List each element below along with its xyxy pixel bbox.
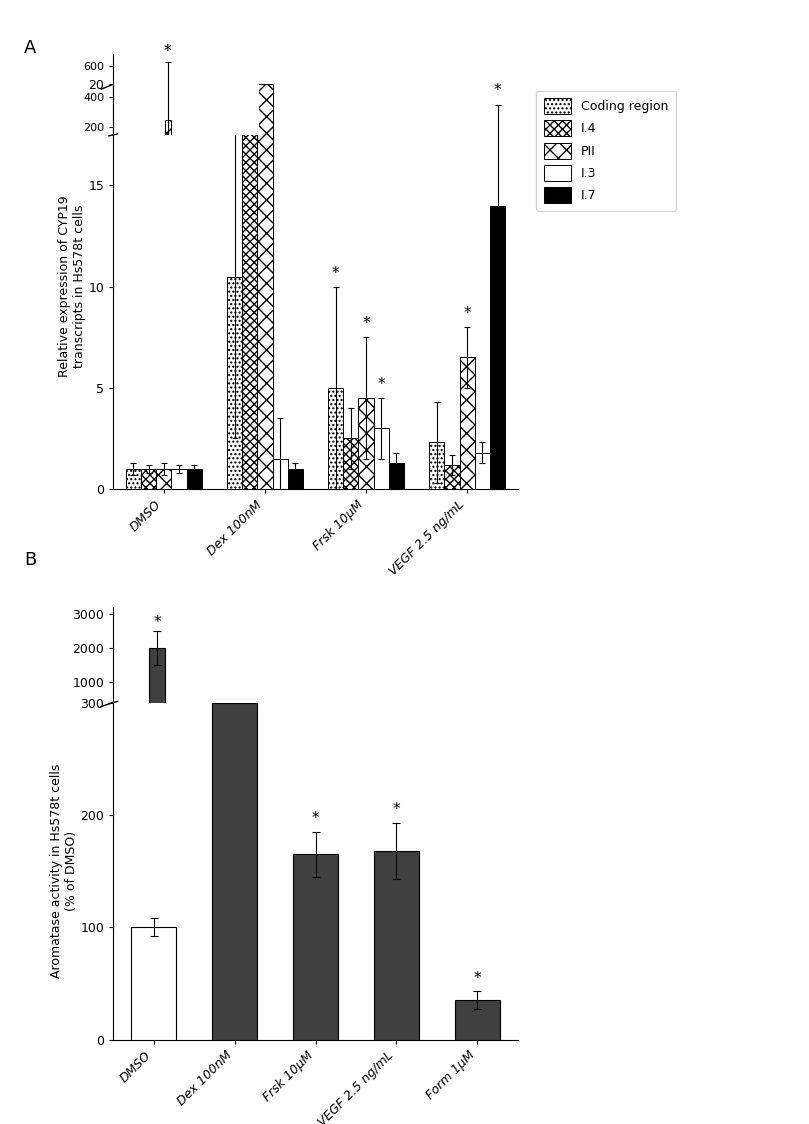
Bar (187, 469, 201, 489)
Text: *: * (378, 377, 385, 392)
Bar (358, 398, 374, 489)
Bar (374, 851, 419, 1040)
Text: *: * (332, 265, 340, 281)
Bar (430, 443, 444, 489)
Bar (328, 388, 343, 489)
Legend: Coding region, I.4, PII, I.3, I.7: Coding region, I.4, PII, I.3, I.7 (536, 91, 676, 211)
Text: *: * (246, 63, 253, 79)
Bar (172, 469, 187, 489)
Text: *: * (153, 615, 161, 629)
Text: A: A (24, 39, 36, 57)
Bar (273, 459, 288, 489)
Bar (131, 927, 176, 1040)
Bar (444, 464, 460, 489)
Text: B: B (24, 551, 36, 569)
Y-axis label: Aromatase activity in Hs578t cells
(% of DMSO): Aromatase activity in Hs578t cells (% of… (49, 764, 78, 978)
Bar (165, 119, 171, 157)
Bar (475, 453, 490, 489)
Bar (455, 1000, 499, 1040)
Bar (460, 357, 475, 489)
Bar (490, 206, 505, 489)
Bar (374, 428, 389, 489)
Bar (389, 463, 404, 489)
Text: *: * (164, 44, 172, 60)
Bar (242, 84, 257, 489)
Text: *: * (464, 306, 471, 321)
Text: *: * (493, 83, 502, 99)
Bar (126, 469, 141, 489)
Bar (141, 469, 156, 489)
Text: *: * (362, 316, 370, 332)
Bar (212, 702, 257, 1040)
Bar (227, 277, 242, 489)
Y-axis label: Relative expression of CYP19
transcripts in Hs578t cells: Relative expression of CYP19 transcripts… (57, 196, 86, 378)
Bar (288, 469, 303, 489)
Bar (257, 84, 273, 489)
Bar (294, 854, 338, 1040)
Text: *: * (392, 803, 400, 817)
Text: *: * (311, 812, 320, 826)
Bar (343, 438, 358, 489)
Bar (149, 647, 165, 716)
Text: *: * (473, 971, 481, 986)
Bar (156, 469, 172, 489)
